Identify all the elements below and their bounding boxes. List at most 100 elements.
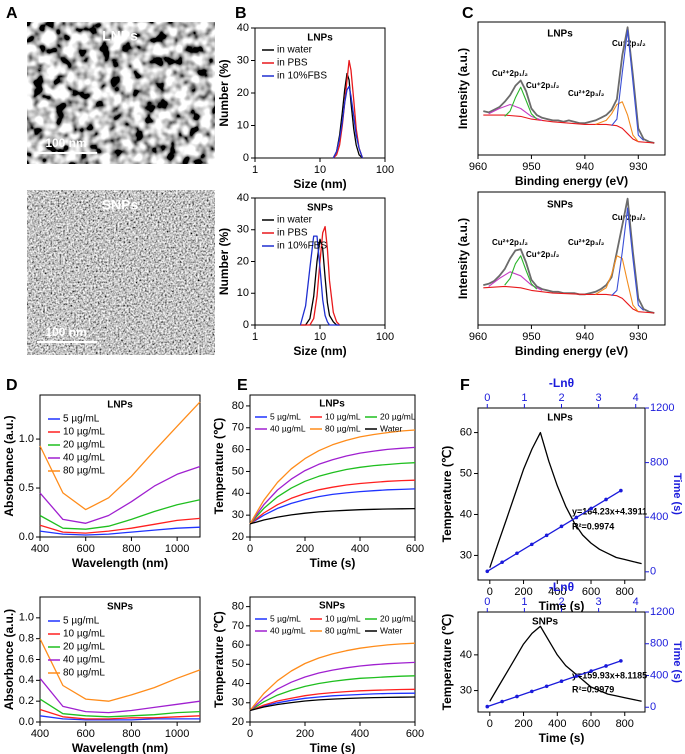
x-tick-label: 930: [629, 331, 647, 343]
y-tick-label: 10: [237, 287, 249, 299]
x-tick-label: 600: [582, 586, 600, 598]
legend-label: 20 µg/mL: [380, 613, 416, 623]
annotation: R²=0.9979: [572, 684, 614, 694]
legend-label: 80 µg/mL: [63, 466, 105, 477]
x-tick-label: 0: [487, 718, 493, 730]
x-tick-label: 400: [31, 728, 49, 740]
y-tick-label: 60: [232, 444, 244, 456]
tem-image: [27, 22, 215, 164]
chart-title: LNPs: [319, 399, 345, 410]
y-tick-label: 60: [232, 639, 244, 651]
x-tick-label: 940: [576, 331, 594, 343]
x-tick-label: 400: [351, 728, 369, 740]
legend-label: Water: [380, 625, 403, 635]
y-axis-label: Temperature (℃): [440, 446, 454, 543]
legend-label: 5 µg/mL: [270, 613, 301, 623]
legend-label: 40 µg/mL: [63, 453, 105, 464]
data-line: [300, 238, 340, 326]
panel-letter: F: [460, 377, 470, 394]
x-axis-label: Size (nm): [293, 344, 346, 358]
data-line: [332, 59, 364, 159]
data-line: [489, 625, 642, 702]
legend-label: in 10%FBS: [277, 241, 327, 252]
data-line: [249, 479, 416, 525]
data-line: [249, 661, 416, 711]
y-tick-label: 40: [237, 192, 249, 204]
legend-label: 5 µg/mL: [63, 414, 100, 425]
data-line: [39, 638, 201, 702]
y-tick-label: 30: [232, 697, 244, 709]
x-tick-label: 1000: [165, 728, 189, 740]
annotation: R²=0.9974: [572, 521, 614, 531]
x-tick-label: 960: [469, 161, 487, 173]
x-tick-label: 950: [522, 161, 540, 173]
legend-label: 20 µg/mL: [63, 440, 105, 451]
data-line: [249, 488, 416, 525]
legend-label: Water: [380, 423, 403, 433]
data-line: [504, 255, 538, 290]
y-tick-label: 0: [243, 152, 249, 164]
data-line: [488, 103, 543, 121]
y2-tick-label: 400: [650, 669, 668, 681]
data-line: [39, 465, 201, 524]
x-tick-label: 400: [31, 543, 49, 555]
x-tick-label: 800: [122, 543, 140, 555]
data-line: [332, 85, 364, 159]
x2-tick-label: 3: [596, 596, 602, 608]
y-tick-label: 40: [460, 649, 472, 661]
y-tick-label: 50: [232, 658, 244, 670]
data-line: [299, 235, 340, 326]
x-axis-label: Wavelength (nm): [72, 556, 168, 570]
plot-frame: [477, 191, 666, 326]
data-line: [489, 431, 642, 568]
x-tick-label: 600: [406, 728, 424, 740]
annotation: Cu²⁺2p₁/₂: [492, 69, 528, 78]
legend-label: in water: [277, 215, 313, 226]
tem-image: [27, 190, 215, 355]
plot-frame: [249, 394, 416, 538]
x-tick-label: 930: [629, 161, 647, 173]
y-axis-label: Temperature (℃): [212, 418, 226, 515]
legend-label: in PBS: [277, 58, 308, 69]
y2-tick-label: 0: [650, 701, 656, 713]
y-tick-label: 1.0: [19, 612, 34, 624]
data-line: [39, 708, 201, 720]
x-tick-label: 100: [376, 331, 394, 343]
y-tick-label: 30: [460, 684, 472, 696]
y2-tick-label: 1200: [650, 606, 674, 618]
x-axis-label: Wavelength (nm): [72, 741, 168, 754]
y-tick-label: 1.0: [19, 433, 34, 445]
y2-tick-label: 800: [650, 457, 668, 469]
data-line: [249, 462, 416, 525]
legend-label: 10 µg/mL: [63, 629, 105, 640]
data-line: [249, 507, 416, 525]
data-line: [611, 207, 644, 311]
x2-tick-label: 2: [558, 392, 564, 404]
y-tick-label: 0.4: [19, 674, 34, 686]
y2-axis-label: Time (s): [671, 473, 683, 515]
data-line: [39, 499, 201, 530]
data-line: [39, 526, 201, 536]
data-line: [249, 696, 416, 712]
data-line: [486, 490, 622, 572]
x-axis-label: Time (s): [539, 599, 585, 613]
x-axis-label: Binding energy (eV): [515, 174, 628, 188]
chart-title: LNPs: [547, 413, 573, 424]
x-tick-label: 800: [122, 728, 140, 740]
panel-letter: D: [6, 377, 18, 394]
x-tick-label: 200: [296, 543, 314, 555]
x2-tick-label: 0: [484, 392, 490, 404]
y-tick-label: 70: [232, 620, 244, 632]
chart-title: SNPs: [307, 203, 334, 214]
y-axis-label: Absorbance (a.u.): [2, 415, 16, 516]
legend-label: in water: [277, 45, 313, 56]
data-line: [483, 114, 655, 144]
y-tick-label: 40: [232, 677, 244, 689]
x2-tick-label: 2: [558, 596, 564, 608]
annotation: Cu²⁺2p₃/₂: [568, 238, 605, 247]
legend-label: 5 µg/mL: [63, 616, 100, 627]
panel-letter: C: [462, 5, 474, 22]
data-line: [39, 677, 201, 714]
chart-title: SNPs: [532, 617, 559, 628]
y-tick-label: 20: [237, 255, 249, 267]
